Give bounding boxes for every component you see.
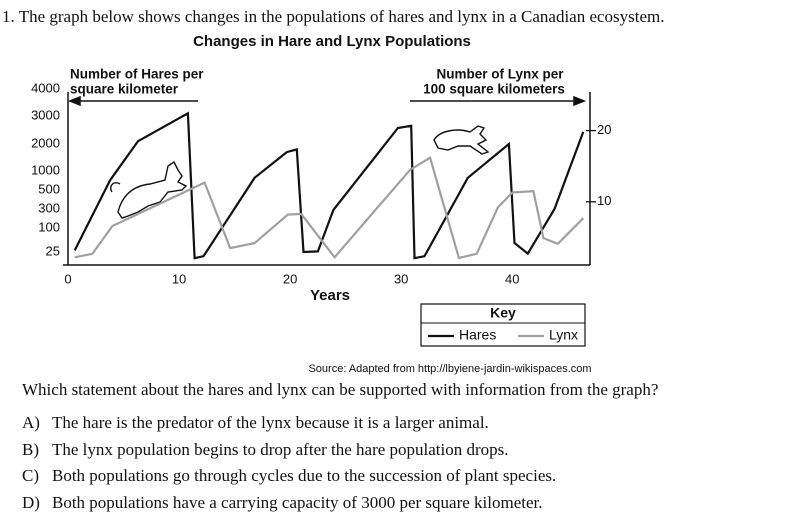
choice-label: B)	[22, 439, 39, 459]
choice-text: The lynx population begins to drop after…	[52, 439, 509, 459]
y-tick-label: 100	[38, 219, 60, 234]
y-tick-label: 1000	[31, 162, 60, 177]
legend-label: Lynx	[549, 327, 578, 343]
y-tick-label: 3000	[31, 107, 60, 122]
chart: Changes in Hare and Lynx Populations Num…	[31, 33, 611, 347]
arrows	[67, 95, 587, 107]
y-label-line: square kilometer	[70, 82, 179, 97]
choice-label: A)	[22, 413, 40, 432]
x-tick-label: 0	[64, 271, 71, 286]
y2-label-line: 100 square kilometers	[423, 82, 565, 97]
choice-text: The hare is the predator of the lynx bec…	[52, 413, 489, 432]
x-tick-label: 20	[283, 271, 297, 286]
x-tick-label: 30	[394, 271, 408, 286]
legend-label: Hares	[459, 327, 496, 343]
choice-text: Both populations go through cycles due t…	[52, 466, 557, 485]
choice-label: D)	[22, 492, 40, 512]
y-tick-label: 500	[38, 181, 60, 196]
series-line	[74, 156, 585, 260]
y2-label-line: Number of Lynx per	[436, 67, 564, 82]
choice-text: Both populations have a carrying capacit…	[52, 492, 543, 512]
legend-title: Key	[490, 305, 516, 321]
x-label: Years	[310, 287, 350, 304]
y-tick-label: 300	[38, 200, 60, 215]
x-tick-label: 40	[505, 271, 519, 286]
y-label-line: Number of Hares per	[70, 67, 204, 82]
hare-icon	[433, 125, 490, 155]
x-tick-label: 10	[172, 271, 186, 286]
y2-tick-label: 20	[597, 122, 611, 137]
y-tick-label: 25	[46, 243, 60, 258]
source: Source: Adapted from http://lbyiene-jard…	[308, 363, 592, 375]
chart-title: Changes in Hare and Lynx Populations	[193, 33, 471, 50]
choice-label: C)	[22, 466, 39, 485]
question: 1. The graph below shows changes in the …	[2, 7, 665, 26]
y2-tick-label: 10	[597, 193, 611, 208]
legend-box	[420, 303, 586, 347]
lynx-icon	[110, 160, 188, 219]
prompt: Which statement about the hares and lynx…	[22, 380, 659, 399]
y-tick-label: 2000	[31, 135, 60, 150]
y-tick-label: 4000	[31, 80, 60, 95]
